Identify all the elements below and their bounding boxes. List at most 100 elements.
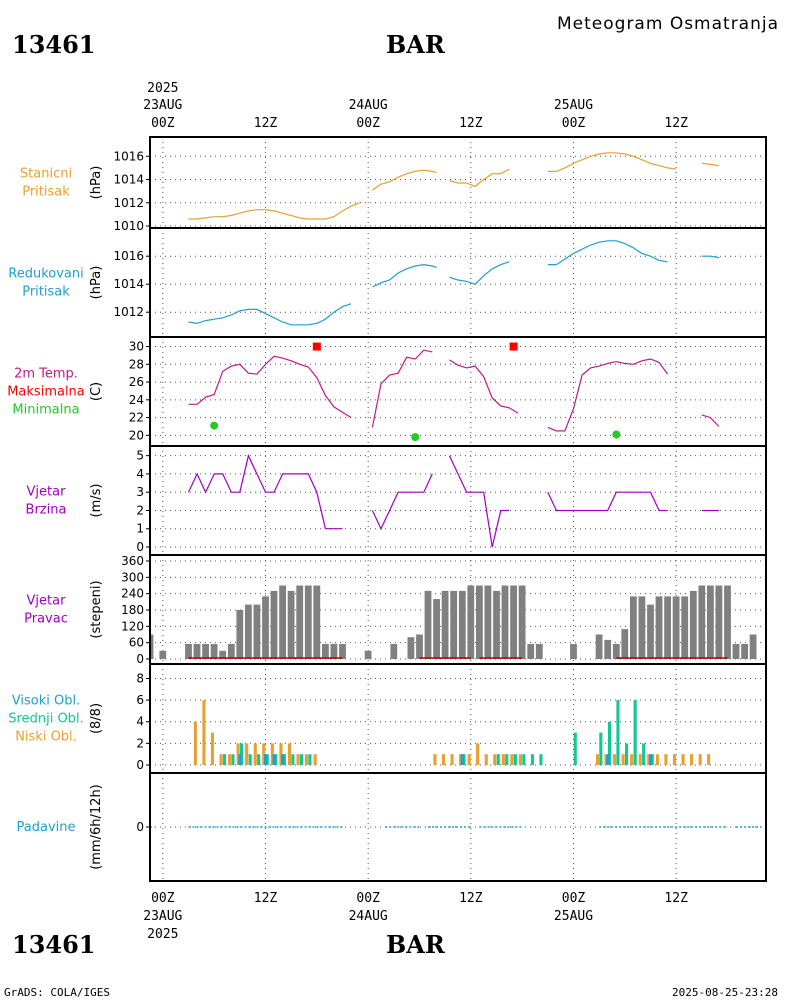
- series-bar: [236, 610, 244, 659]
- panel-label: Pritisak: [22, 185, 70, 200]
- series-bar: [253, 604, 261, 659]
- series-bar: [281, 754, 285, 765]
- plot-area: [188, 342, 720, 442]
- series-bar: [458, 590, 466, 659]
- series-bar: [612, 644, 620, 659]
- series-bar: [496, 754, 500, 765]
- top-axis-time: 00Z: [356, 116, 380, 131]
- y-tick-label: 2: [136, 503, 144, 517]
- y-tick-label: 1012: [113, 305, 144, 319]
- series-bar: [287, 743, 291, 765]
- series-bar: [270, 743, 274, 765]
- panel-label: Niski Obl.: [15, 730, 77, 745]
- series-bar: [633, 700, 637, 765]
- series-bar: [630, 754, 634, 765]
- series-bar: [655, 596, 663, 659]
- series-bar: [467, 585, 475, 659]
- max-temp-marker: [509, 342, 518, 351]
- min-temp-marker: [612, 430, 621, 439]
- plot-area: [187, 453, 719, 548]
- series-bar: [279, 743, 283, 765]
- series-bar: [193, 644, 201, 659]
- series-bar: [527, 644, 535, 659]
- series-bar: [390, 644, 398, 659]
- top-axis-year: 2025: [147, 81, 178, 96]
- series-bar: [681, 754, 685, 765]
- series-bar: [264, 754, 268, 765]
- series-bar: [599, 732, 603, 765]
- series-bar: [649, 754, 653, 765]
- unit-label: (hPa): [89, 166, 104, 200]
- series-bar: [313, 585, 321, 659]
- series-bar: [518, 754, 522, 765]
- series-bar: [707, 754, 711, 765]
- series-bar: [707, 585, 714, 659]
- plot-area: [188, 240, 719, 326]
- series-bar: [441, 754, 445, 765]
- series-bar: [606, 754, 610, 765]
- series-line: [188, 240, 719, 326]
- series-bar: [501, 754, 505, 765]
- y-tick-label: 20: [129, 428, 144, 442]
- y-tick-label: 2: [136, 736, 144, 750]
- panel-label: Redukovani: [8, 267, 83, 282]
- plot-area: [150, 585, 757, 659]
- render-timestamp: 2025-08-25-23:28: [672, 986, 778, 999]
- series-line: [188, 349, 720, 432]
- top-axis-time: 12Z: [459, 116, 483, 131]
- y-tick-label: 1010: [113, 219, 144, 233]
- top-axis-date: 25AUG: [554, 98, 593, 113]
- series-bar: [227, 644, 235, 659]
- bottom-axis-time: 00Z: [151, 891, 175, 906]
- series-bar: [698, 754, 702, 765]
- panel-clouds: 0 2 4 6 8 (8/8) Visoki Obl. Srednji Obl. Niski O…: [8, 663, 767, 774]
- panel-frame: [149, 227, 767, 338]
- y-tick-label: 1012: [113, 196, 144, 210]
- panel-label: Srednji Obl.: [8, 712, 83, 727]
- series-bar: [185, 644, 192, 659]
- panel-station_pressure: 1010 1012 1014 1016 (hPa) Stanicni Pritisak: [20, 136, 767, 233]
- series-bar: [613, 754, 617, 765]
- series-bar: [510, 585, 517, 659]
- series-bar: [647, 754, 651, 765]
- y-tick-label: 26: [129, 375, 144, 389]
- panel-label: Visoki Obl.: [12, 694, 80, 709]
- bottom-axis-time: 12Z: [254, 891, 278, 906]
- product-title: Meteogram Osmatranja: [557, 14, 780, 34]
- y-tick-label: 28: [129, 357, 144, 371]
- series-bar: [476, 743, 480, 765]
- bottom-axis-date: 23AUG: [143, 909, 182, 924]
- series-bar: [484, 754, 488, 765]
- series-bar: [219, 650, 227, 659]
- series-bar: [202, 700, 206, 765]
- series-bar: [724, 585, 731, 659]
- series-bar: [210, 644, 218, 659]
- y-tick-label: 24: [129, 393, 144, 407]
- series-bar: [749, 634, 757, 659]
- series-bar: [441, 590, 449, 659]
- y-tick-label: 0: [136, 758, 144, 772]
- top-axis-date: 24AUG: [349, 98, 388, 113]
- unit-label: (mm/6h/12h): [89, 784, 104, 870]
- y-tick-label: 300: [121, 570, 144, 584]
- series-bar: [262, 596, 269, 659]
- panel-label: Vjetar: [27, 485, 67, 500]
- series-bar: [248, 754, 252, 765]
- series-bar: [238, 754, 242, 765]
- y-tick-label: 1: [136, 522, 144, 536]
- series-bar: [741, 644, 748, 659]
- unit-label: (hPa): [89, 266, 104, 300]
- panel-wind_direction: 0 60 120 180 240 300 360 (stepeni) Vjetar Pravac: [24, 554, 767, 666]
- series-bar: [621, 754, 625, 765]
- series-bar: [539, 754, 543, 765]
- series-bar: [202, 644, 209, 659]
- y-tick-label: 6: [136, 693, 144, 707]
- grads-credit: GrADS: COLA/IGES: [4, 986, 110, 999]
- series-bar: [262, 743, 266, 765]
- min-temp-marker: [210, 421, 219, 430]
- series-bar: [450, 754, 454, 765]
- panel-frame: [149, 336, 767, 447]
- series-bar: [228, 754, 232, 765]
- series-bar: [416, 634, 423, 659]
- bottom-axis-time: 00Z: [356, 891, 380, 906]
